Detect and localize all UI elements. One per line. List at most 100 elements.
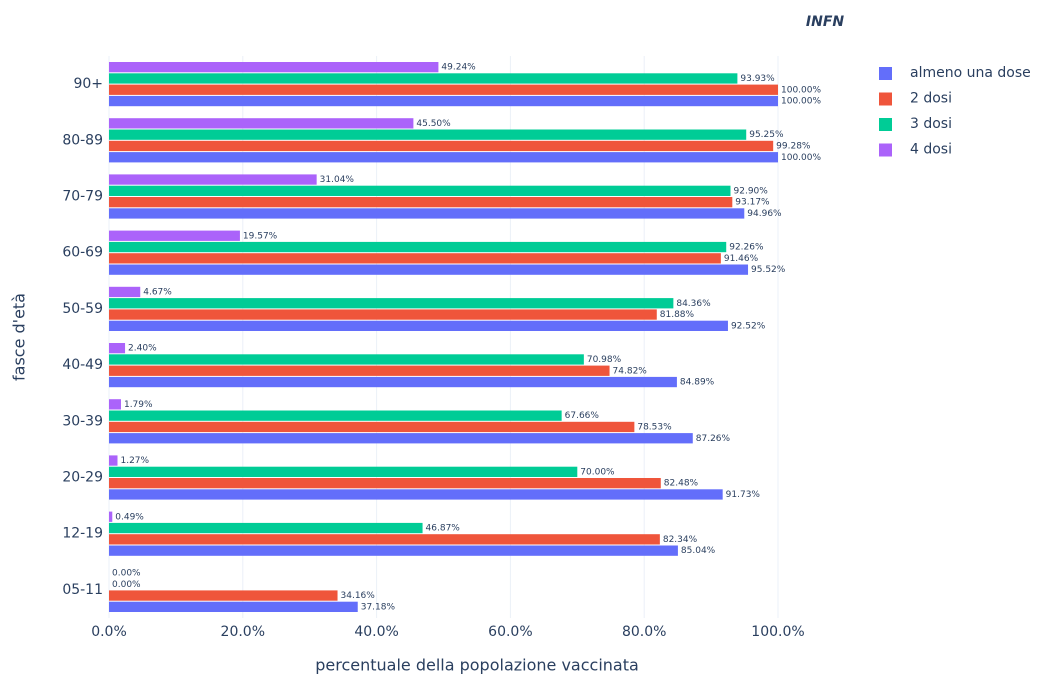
value-label: 92.90% bbox=[734, 186, 769, 196]
value-label: 94.96% bbox=[747, 209, 782, 219]
bar bbox=[109, 421, 635, 433]
value-label: 0.00% bbox=[112, 580, 141, 590]
y-tick-label: 90+ bbox=[73, 76, 103, 92]
bar bbox=[109, 118, 414, 129]
bar bbox=[109, 152, 778, 163]
y-tick-label: 05-11 bbox=[62, 582, 103, 598]
value-label: 1.27% bbox=[120, 456, 149, 466]
value-label: 49.24% bbox=[441, 63, 476, 73]
bar bbox=[109, 522, 423, 534]
value-label: 0.00% bbox=[112, 568, 141, 578]
bar bbox=[109, 489, 723, 500]
bar bbox=[109, 73, 738, 84]
bar bbox=[109, 590, 338, 601]
value-label: 91.73% bbox=[726, 490, 761, 500]
value-label: 93.17% bbox=[735, 198, 770, 208]
logo: INFN bbox=[806, 14, 844, 30]
value-label: 95.25% bbox=[749, 130, 784, 140]
y-tick-label: 80-89 bbox=[62, 132, 103, 148]
bar bbox=[109, 95, 778, 107]
bar bbox=[109, 286, 141, 298]
value-label: 1.79% bbox=[124, 400, 153, 410]
y-tick-label: 30-39 bbox=[62, 413, 103, 429]
value-label: 87.26% bbox=[696, 434, 731, 444]
bar bbox=[109, 365, 610, 376]
bar bbox=[109, 545, 678, 556]
x-axis-title: percentuale della popolazione vaccinata bbox=[315, 656, 639, 675]
value-label: 84.36% bbox=[676, 299, 711, 309]
y-tick-label: 50-59 bbox=[62, 301, 103, 317]
bar bbox=[109, 140, 774, 152]
bar bbox=[109, 62, 439, 73]
x-tick-label: 100.0% bbox=[751, 624, 804, 640]
bar bbox=[109, 601, 358, 612]
bar bbox=[109, 241, 727, 253]
value-label: 70.98% bbox=[587, 355, 622, 365]
y-tick-label: 40-49 bbox=[62, 357, 103, 373]
x-tick-label: 60.0% bbox=[488, 624, 532, 640]
legend-label: almeno una dose bbox=[910, 65, 1031, 81]
bar bbox=[109, 129, 747, 140]
legend-swatch bbox=[879, 143, 892, 157]
bar bbox=[109, 197, 733, 208]
bar bbox=[109, 298, 674, 309]
value-label: 2.40% bbox=[128, 344, 157, 354]
value-label: 100.00% bbox=[781, 85, 821, 95]
value-label: 67.66% bbox=[565, 411, 600, 421]
value-label: 81.88% bbox=[660, 310, 695, 320]
value-label: 34.16% bbox=[341, 591, 376, 601]
bar bbox=[109, 466, 578, 477]
x-tick-label: 40.0% bbox=[354, 624, 398, 640]
bar bbox=[109, 478, 661, 489]
value-label: 100.00% bbox=[781, 153, 821, 163]
bar bbox=[109, 253, 721, 264]
bar bbox=[109, 264, 749, 275]
bar bbox=[109, 309, 657, 320]
bar bbox=[109, 534, 660, 545]
legend-label: 2 dosi bbox=[910, 91, 952, 107]
value-label: 4.67% bbox=[143, 287, 172, 297]
value-label: 92.52% bbox=[731, 321, 766, 331]
bar bbox=[109, 174, 317, 185]
value-label: 46.87% bbox=[426, 524, 461, 534]
value-label: 19.57% bbox=[243, 231, 278, 241]
bar bbox=[109, 208, 745, 219]
bar bbox=[109, 433, 693, 444]
bar bbox=[109, 354, 584, 365]
y-tick-label: 20-29 bbox=[62, 470, 103, 486]
value-label: 100.00% bbox=[781, 97, 821, 107]
x-tick-label: 20.0% bbox=[221, 624, 265, 640]
y-tick-label: 12-19 bbox=[62, 526, 103, 542]
value-label: 91.46% bbox=[724, 254, 759, 264]
value-label: 31.04% bbox=[320, 175, 355, 185]
legend-label: 3 dosi bbox=[910, 116, 952, 132]
y-axis-title: fasce d'età bbox=[10, 293, 29, 381]
value-label: 45.50% bbox=[416, 119, 451, 129]
value-label: 93.93% bbox=[740, 74, 775, 84]
x-tick-label: 0.0% bbox=[91, 624, 127, 640]
value-label: 99.28% bbox=[776, 141, 811, 151]
bar bbox=[109, 230, 240, 241]
legend-label: 4 dosi bbox=[910, 142, 952, 158]
bar bbox=[109, 185, 731, 196]
x-tick-label: 80.0% bbox=[622, 624, 666, 640]
value-label: 70.00% bbox=[580, 467, 615, 477]
y-tick-label: 70-79 bbox=[62, 189, 103, 205]
value-label: 78.53% bbox=[637, 422, 672, 432]
bar bbox=[109, 410, 562, 421]
value-label: 82.34% bbox=[663, 535, 698, 545]
value-label: 92.26% bbox=[729, 243, 764, 253]
bar bbox=[109, 455, 118, 466]
legend-swatch bbox=[879, 92, 892, 106]
value-label: 84.89% bbox=[680, 378, 715, 388]
value-label: 85.04% bbox=[681, 546, 716, 556]
value-label: 37.18% bbox=[361, 602, 396, 612]
legend-swatch bbox=[879, 67, 892, 80]
value-label: 0.49% bbox=[115, 512, 144, 522]
bar bbox=[109, 84, 778, 95]
bar bbox=[109, 343, 126, 354]
value-label: 74.82% bbox=[613, 366, 648, 376]
legend-swatch bbox=[879, 118, 892, 131]
value-label: 95.52% bbox=[751, 265, 786, 275]
